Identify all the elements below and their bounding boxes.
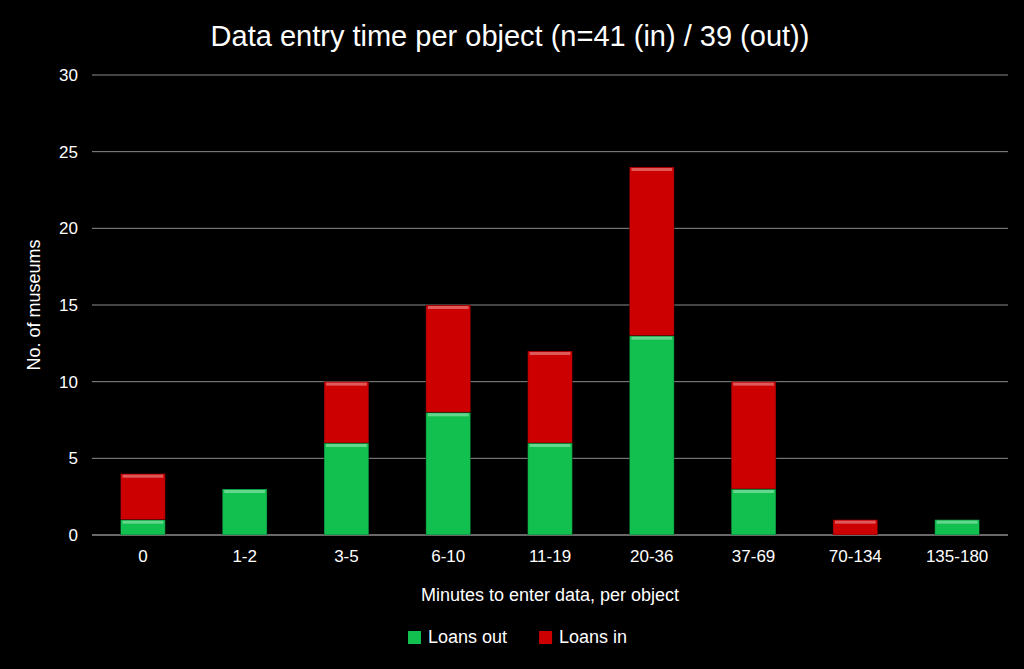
grid-line [92,228,1008,229]
y-tick-label: 5 [69,449,78,468]
bar-bevel [224,490,265,493]
bar-segment [528,443,573,535]
bars [120,167,979,535]
x-tick-label: 1-2 [232,547,257,566]
grid-line [92,305,1008,306]
bar-body [629,336,674,535]
bar-body [935,520,980,535]
bar-body [833,520,878,535]
bar-bevel [530,352,571,355]
x-tick-label: 37-69 [732,547,775,566]
y-tick-label: 30 [59,66,78,85]
grid-line [92,75,1008,76]
bar-segment [629,167,674,336]
bar-segment [222,489,267,535]
bar-segment [120,520,165,535]
legend-swatch [539,631,552,644]
legend-swatch [408,631,421,644]
x-tick-label: 3-5 [334,547,359,566]
chart: 0 5 10 15 20 25 30 0 1-2 3-5 6-10 11-19 20-36 37-69 70… [0,0,1024,669]
bar-bevel [530,444,571,447]
bar-segment [731,382,776,489]
bar-body [426,305,471,412]
y-tick-label: 15 [59,296,78,315]
bar-bevel [122,521,163,524]
bar-body [222,489,267,535]
grid-line [92,151,1008,152]
bar-bevel [631,168,672,171]
title: Data entry time per object (n=41 (in) / … [211,20,810,52]
y-axis-title: No. of museums [24,239,44,370]
legend-label: Loans out [428,627,507,647]
bar-bevel [937,521,978,524]
bar-body [528,443,573,535]
bar-segment [324,443,369,535]
bar-segment [426,412,471,535]
x-tick-label: 135-180 [926,547,988,566]
bar-bevel [428,413,469,416]
bar-body [222,489,267,490]
bar-body [324,443,369,535]
bar-segment [324,382,369,443]
x-tick-label: 0 [138,547,147,566]
bar-bevel [733,383,774,386]
bar-body [629,167,674,336]
y-tick-label: 25 [59,143,78,162]
y-tick-label: 20 [59,219,78,238]
bar-body [731,382,776,489]
bar-segment [426,305,471,412]
background [0,0,1024,669]
bar-segment [731,489,776,535]
bar-bevel [631,337,672,340]
bar-body [324,382,369,443]
x-tick-label: 6-10 [431,547,465,566]
bar-body [120,520,165,535]
bar-segment [935,520,980,535]
legend: Loans out Loans in [408,627,627,647]
x-axis-title: Minutes to enter data, per object [421,585,679,605]
bar-segment [833,520,878,535]
bar-bevel [428,306,469,309]
y-tick-label: 10 [59,373,78,392]
y-tick-label: 0 [69,526,78,545]
x-tick-label: 11-19 [529,547,571,566]
x-tick-label: 20-36 [630,547,673,566]
x-tick-label: 70-134 [829,547,882,566]
bar-segment [629,336,674,535]
bar-bevel [122,475,163,478]
bar-bevel [326,383,367,386]
bar-segment [528,351,573,443]
bar-bevel [835,521,876,524]
bar-body [528,351,573,443]
legend-label: Loans in [559,627,627,647]
bar-body [426,412,471,535]
bar-bevel [326,444,367,447]
bar-body [935,519,980,520]
bar-body [120,474,165,520]
bar-segment [120,474,165,520]
bar-bevel [733,490,774,493]
bar-body [731,489,776,535]
